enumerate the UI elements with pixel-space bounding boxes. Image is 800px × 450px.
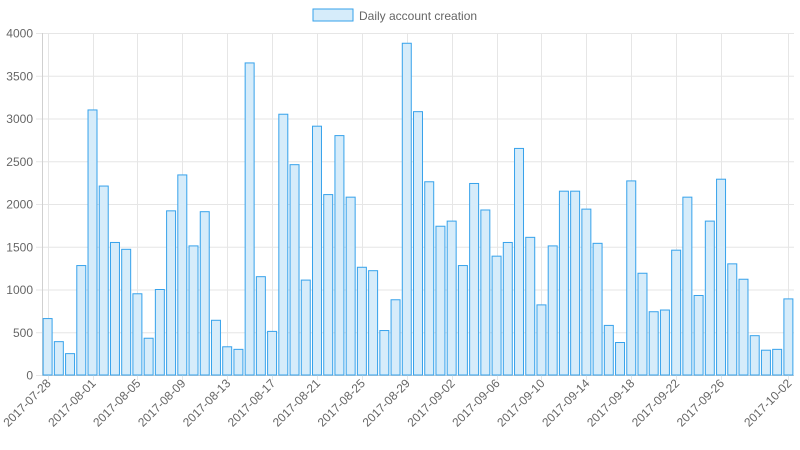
bar[interactable] <box>592 242 603 376</box>
bar[interactable] <box>166 210 177 376</box>
bar[interactable] <box>121 248 132 376</box>
bar[interactable] <box>648 311 659 376</box>
legend-swatch[interactable] <box>312 8 354 22</box>
y-axis-ticks: 0 500 1000 1500 2000 2500 3000 3500 4000 <box>6 27 42 383</box>
bar[interactable] <box>491 255 502 376</box>
bar[interactable] <box>87 109 98 376</box>
x-tick-label: 2017-10-02 <box>741 376 795 430</box>
bar[interactable] <box>345 196 356 376</box>
bar[interactable] <box>693 294 704 376</box>
bar[interactable] <box>334 135 345 376</box>
bar[interactable] <box>53 341 64 376</box>
y-tick-label: 1000 <box>6 283 33 297</box>
legend-label[interactable]: Daily account creation <box>359 9 477 23</box>
bar[interactable] <box>457 265 468 376</box>
bar[interactable] <box>132 293 143 376</box>
bar[interactable] <box>154 289 165 376</box>
bar[interactable] <box>570 190 581 376</box>
bar[interactable] <box>480 209 491 376</box>
x-tick-label: 2017-09-26 <box>674 376 728 430</box>
bar[interactable] <box>42 318 53 376</box>
bar[interactable] <box>749 335 760 376</box>
bar[interactable] <box>502 241 513 376</box>
bar[interactable] <box>615 342 626 376</box>
bar[interactable] <box>716 178 727 376</box>
bar[interactable] <box>267 330 278 376</box>
bar[interactable] <box>188 245 199 376</box>
bar[interactable] <box>143 337 154 376</box>
bar[interactable] <box>581 208 592 376</box>
bar[interactable] <box>704 220 715 376</box>
bar[interactable] <box>289 164 300 376</box>
bar[interactable] <box>626 180 637 376</box>
y-tick-label: 1500 <box>6 240 33 254</box>
bar[interactable] <box>177 174 188 376</box>
bar[interactable] <box>738 278 749 376</box>
bar[interactable] <box>98 185 109 376</box>
bar[interactable] <box>278 113 289 376</box>
bar-series <box>42 42 794 376</box>
y-tick-label: 2000 <box>6 198 33 212</box>
y-tick-label: 2500 <box>6 155 33 169</box>
bar[interactable] <box>603 324 614 376</box>
bar[interactable] <box>446 220 457 376</box>
bar[interactable] <box>760 349 771 376</box>
bar[interactable] <box>401 42 412 376</box>
bar[interactable] <box>727 263 738 376</box>
y-tick-label: 3500 <box>6 69 33 83</box>
y-tick-label: 4000 <box>6 27 33 41</box>
bar[interactable] <box>469 182 480 376</box>
bar[interactable] <box>525 236 536 376</box>
bar[interactable] <box>65 353 76 376</box>
bar[interactable] <box>233 348 244 376</box>
bar[interactable] <box>76 265 87 376</box>
y-tick-label: 0 <box>26 369 33 383</box>
bar[interactable] <box>671 249 682 376</box>
bar[interactable] <box>244 62 255 376</box>
bar[interactable] <box>390 299 401 376</box>
bar[interactable] <box>514 147 525 376</box>
bar[interactable] <box>210 319 221 376</box>
bar[interactable] <box>558 190 569 376</box>
bar[interactable] <box>255 276 266 376</box>
bar[interactable] <box>435 225 446 376</box>
bar[interactable] <box>413 111 423 376</box>
bar[interactable] <box>199 211 210 376</box>
bar[interactable] <box>637 272 648 376</box>
bar[interactable] <box>682 196 693 376</box>
bar[interactable] <box>547 245 558 376</box>
bar[interactable] <box>368 270 379 376</box>
bar[interactable] <box>323 194 334 376</box>
bar[interactable] <box>222 346 233 376</box>
y-tick-label: 500 <box>13 326 33 340</box>
bar[interactable] <box>312 125 322 376</box>
bar[interactable] <box>424 181 435 376</box>
legend[interactable]: Daily account creation <box>312 8 477 23</box>
bar[interactable] <box>783 298 794 376</box>
bar[interactable] <box>659 309 670 376</box>
bar[interactable] <box>536 304 547 376</box>
y-tick-label: 3000 <box>6 112 33 126</box>
bar[interactable] <box>772 348 783 376</box>
bar[interactable] <box>356 266 367 376</box>
bar[interactable] <box>109 241 120 376</box>
bar[interactable] <box>379 330 390 376</box>
bar[interactable] <box>300 279 311 376</box>
x-axis-ticks: 2017-07-282017-08-012017-08-052017-08-09… <box>0 375 795 430</box>
